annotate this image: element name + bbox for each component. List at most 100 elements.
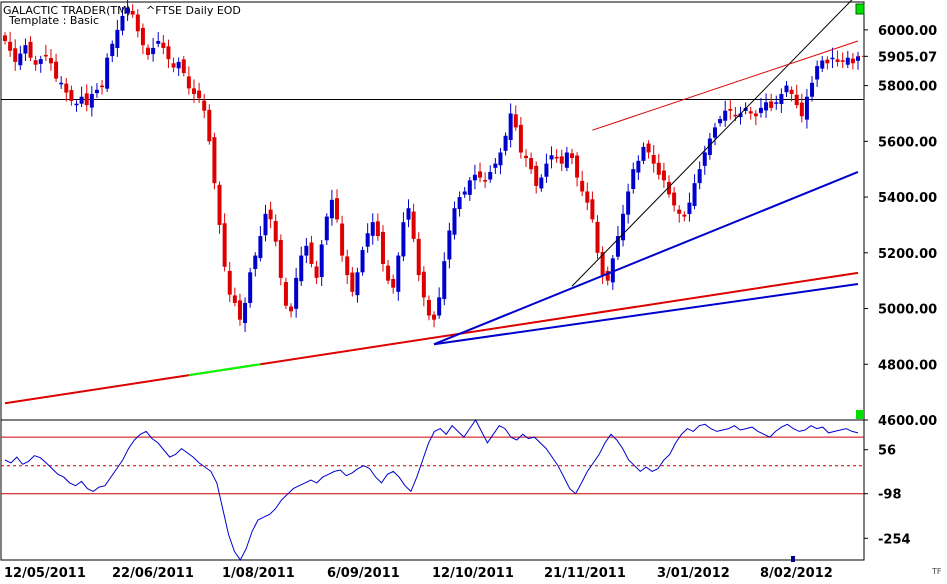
price-tick-label: 6000.00 <box>878 24 937 39</box>
candle-body <box>810 82 815 97</box>
candle-body <box>774 102 779 104</box>
candle-body <box>268 209 273 220</box>
candle-body <box>222 223 227 267</box>
candle-body <box>386 265 391 281</box>
candle-body <box>18 53 23 66</box>
candle-body <box>110 43 115 57</box>
candle-body <box>171 63 176 68</box>
candle-body <box>411 211 416 239</box>
candle-body <box>258 236 263 259</box>
candle-body <box>161 42 166 48</box>
trendline-steep-black <box>571 0 853 287</box>
candle-body <box>784 85 789 93</box>
price-tick-label: 4600.00 <box>878 414 937 429</box>
trendline-base-blue-a <box>433 283 859 346</box>
candle-body <box>350 272 355 292</box>
candle-body <box>610 258 615 283</box>
candle-body <box>79 96 84 104</box>
top-right-marker[interactable] <box>855 3 865 15</box>
candle-body <box>457 197 462 210</box>
osc-tick-label: -254 <box>878 532 911 547</box>
price-tick-label: 5600.00 <box>878 135 937 150</box>
candle-body <box>442 261 447 300</box>
candle-body <box>48 58 53 64</box>
candle-body <box>595 221 600 253</box>
candle-body <box>319 244 324 278</box>
candle-body <box>529 158 534 170</box>
candle-body <box>74 103 79 106</box>
candle-body <box>661 170 666 181</box>
candle-body <box>845 57 850 65</box>
candle-body <box>437 297 442 316</box>
candle-body <box>667 182 672 195</box>
date-tick-label: 6/09/2011 <box>327 566 400 580</box>
candle-body <box>304 245 309 256</box>
candle-body <box>38 59 43 64</box>
candle-body <box>94 89 99 94</box>
candle-body <box>769 101 774 108</box>
candle-body <box>186 76 191 89</box>
candle-body <box>191 88 196 94</box>
candle-body <box>728 109 733 111</box>
candle-body <box>365 233 370 247</box>
candle-body <box>472 174 477 181</box>
candle-body <box>181 59 186 74</box>
candle-body <box>84 93 89 106</box>
price-tick-label: 5200.00 <box>878 247 937 262</box>
symbol-label: ^FTSE Daily EOD <box>146 4 241 17</box>
candle-body <box>406 208 411 220</box>
candle-body <box>534 165 539 186</box>
candle-body <box>605 270 610 281</box>
panel-divider-marker[interactable] <box>856 410 864 419</box>
candle-body <box>426 299 431 316</box>
candle-body <box>345 256 350 276</box>
candle-body <box>283 282 288 306</box>
scroll-handle[interactable] <box>791 556 795 562</box>
candle-body <box>370 222 375 236</box>
candle-body <box>166 46 171 60</box>
candle-body <box>646 143 651 153</box>
candle-body <box>564 152 569 168</box>
candle-body <box>289 306 294 312</box>
price-tick-label: 5000.00 <box>878 303 937 318</box>
candle-body <box>416 238 421 276</box>
corner-badge[interactable]: TF <box>931 567 942 576</box>
candle-body <box>840 60 845 62</box>
candle-body <box>621 213 626 241</box>
candle-body <box>835 59 840 62</box>
candle-body <box>513 114 518 128</box>
candle-body <box>682 214 687 217</box>
candle-body <box>130 10 135 15</box>
candle-body <box>335 198 340 220</box>
date-tick-label: 3/01/2012 <box>657 566 730 580</box>
candle-body <box>202 100 207 111</box>
candle-body <box>432 314 437 320</box>
candle-body <box>421 271 426 298</box>
candle-body <box>523 155 528 159</box>
candle-body <box>248 272 253 303</box>
candle-body <box>140 27 145 46</box>
candle-body <box>585 191 590 203</box>
candle-body <box>146 47 151 55</box>
osc-tick-label: 56 <box>878 444 896 459</box>
candle-body <box>462 191 467 195</box>
candle-body <box>212 137 217 184</box>
candle-body <box>723 110 728 121</box>
date-tick-label: 12/10/2011 <box>432 566 514 580</box>
candle-body <box>115 29 120 48</box>
candle-body <box>452 208 457 235</box>
candle-body <box>33 60 38 65</box>
candle-body <box>549 155 554 160</box>
candle-body <box>197 90 202 99</box>
candle-body <box>569 153 574 159</box>
candle-body <box>789 89 794 94</box>
oscillator-panel-frame <box>0 419 865 561</box>
candle-body <box>43 54 48 57</box>
candle-body <box>59 82 64 85</box>
candle-body <box>314 266 319 278</box>
price-tick-label: 5400.00 <box>878 191 937 206</box>
candle-body <box>488 171 493 180</box>
app-title: GALACTIC TRADER(TM) <box>3 4 131 17</box>
candle-body <box>687 202 692 215</box>
